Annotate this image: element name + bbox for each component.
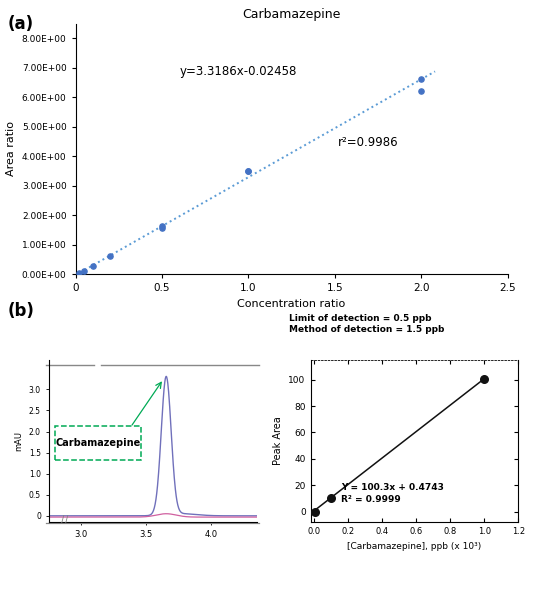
Y-axis label: mAU: mAU — [14, 431, 23, 451]
Text: /: / — [61, 515, 64, 525]
Text: Method of detection = 1.5 ppb: Method of detection = 1.5 ppb — [289, 324, 444, 333]
Point — [310, 507, 319, 516]
Text: (a): (a) — [8, 15, 34, 33]
Point — [158, 221, 166, 231]
Point — [244, 166, 253, 175]
Y-axis label: Peak Area: Peak Area — [273, 417, 283, 466]
Text: R² = 0.9999: R² = 0.9999 — [341, 496, 401, 504]
Point — [417, 86, 426, 96]
Point — [244, 166, 253, 176]
Point — [75, 268, 83, 278]
Text: y=3.3186x-0.02458: y=3.3186x-0.02458 — [179, 65, 296, 78]
Title: Carbamazepine: Carbamazepine — [242, 8, 341, 21]
Text: Carbamazepine: Carbamazepine — [56, 438, 140, 448]
Point — [89, 261, 97, 271]
Text: /: / — [65, 515, 68, 525]
Point — [417, 74, 426, 83]
Text: Limit of detection = 0.5 ppb: Limit of detection = 0.5 ppb — [289, 314, 431, 323]
Text: Y = 100.3x + 0.4743: Y = 100.3x + 0.4743 — [341, 483, 444, 493]
X-axis label: [Carbamazepine], ppb (x 10³): [Carbamazepine], ppb (x 10³) — [347, 542, 482, 550]
Point — [327, 493, 335, 503]
Y-axis label: Area ratio: Area ratio — [6, 122, 16, 176]
FancyBboxPatch shape — [55, 427, 141, 460]
Point — [106, 251, 114, 261]
Point — [480, 374, 489, 384]
Text: r²=0.9986: r²=0.9986 — [338, 136, 399, 149]
Text: (b): (b) — [8, 302, 35, 320]
X-axis label: Concentration ratio: Concentration ratio — [238, 299, 346, 309]
Point — [158, 223, 166, 232]
Point — [80, 266, 89, 276]
